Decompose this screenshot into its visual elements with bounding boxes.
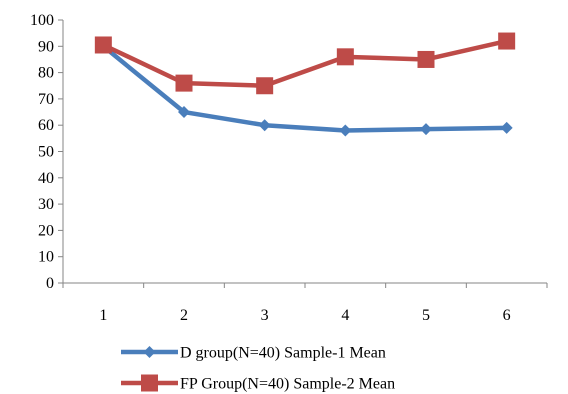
data-point-diamond [339, 124, 352, 137]
x-tick-label: 2 [180, 307, 188, 324]
x-tick-label: 6 [503, 307, 511, 324]
data-point-diamond [420, 123, 432, 136]
legend-label: D group(N=40) Sample-1 Mean [180, 345, 386, 362]
y-tick-label: 90 [38, 38, 54, 55]
series-line [101, 44, 507, 133]
data-point-square [256, 77, 274, 95]
chart-series [94, 32, 516, 137]
y-tick-label: 100 [30, 12, 54, 29]
series-line [102, 38, 508, 88]
y-tick-label: 70 [38, 91, 54, 108]
data-point-square [175, 74, 193, 92]
data-point-diamond [178, 106, 190, 119]
data-point-diamond [258, 119, 271, 132]
y-tick-label: 20 [38, 222, 54, 239]
x-tick-label: 3 [261, 307, 269, 324]
data-point-square [336, 48, 354, 66]
y-tick-label: 80 [38, 65, 54, 82]
legend-marker-diamond [143, 346, 156, 358]
y-tick-label: 50 [38, 144, 54, 161]
x-tick-label: 1 [99, 307, 107, 324]
legend-entry-2: FP Group(N=40) Sample-2 Mean [121, 374, 395, 393]
legend-label: FP Group(N=40) Sample-2 Mean [180, 376, 395, 393]
legend-entry-1: D group(N=40) Sample-1 Mean [121, 345, 386, 362]
x-tick-label: 4 [341, 307, 349, 324]
y-tick-label: 0 [46, 275, 54, 292]
legend-marker-square [141, 374, 158, 392]
series-2 [94, 32, 516, 95]
data-point-diamond [500, 121, 513, 134]
data-point-square [417, 50, 435, 68]
y-tick-label: 60 [38, 117, 54, 134]
data-point-square [498, 32, 516, 50]
x-axis-ticks: 1 2 3 4 5 6 [62, 283, 548, 324]
chart-legend: D group(N=40) Sample-1 Mean FP Group(N=40… [121, 345, 395, 393]
data-point-square [94, 36, 112, 54]
y-tick-label: 40 [38, 170, 54, 187]
y-tick-label: 10 [38, 249, 54, 266]
y-tick-label: 30 [38, 196, 54, 213]
y-axis-ticks: 0 10 20 30 40 50 60 70 80 90 100 [30, 12, 63, 292]
x-tick-label: 5 [422, 307, 430, 324]
